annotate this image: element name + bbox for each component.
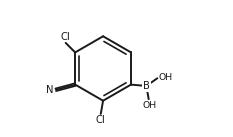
Text: Cl: Cl xyxy=(60,32,70,42)
Text: OH: OH xyxy=(142,101,156,110)
Text: Cl: Cl xyxy=(95,115,105,125)
Text: N: N xyxy=(46,85,54,95)
Text: OH: OH xyxy=(159,73,173,82)
Text: B: B xyxy=(143,81,150,91)
